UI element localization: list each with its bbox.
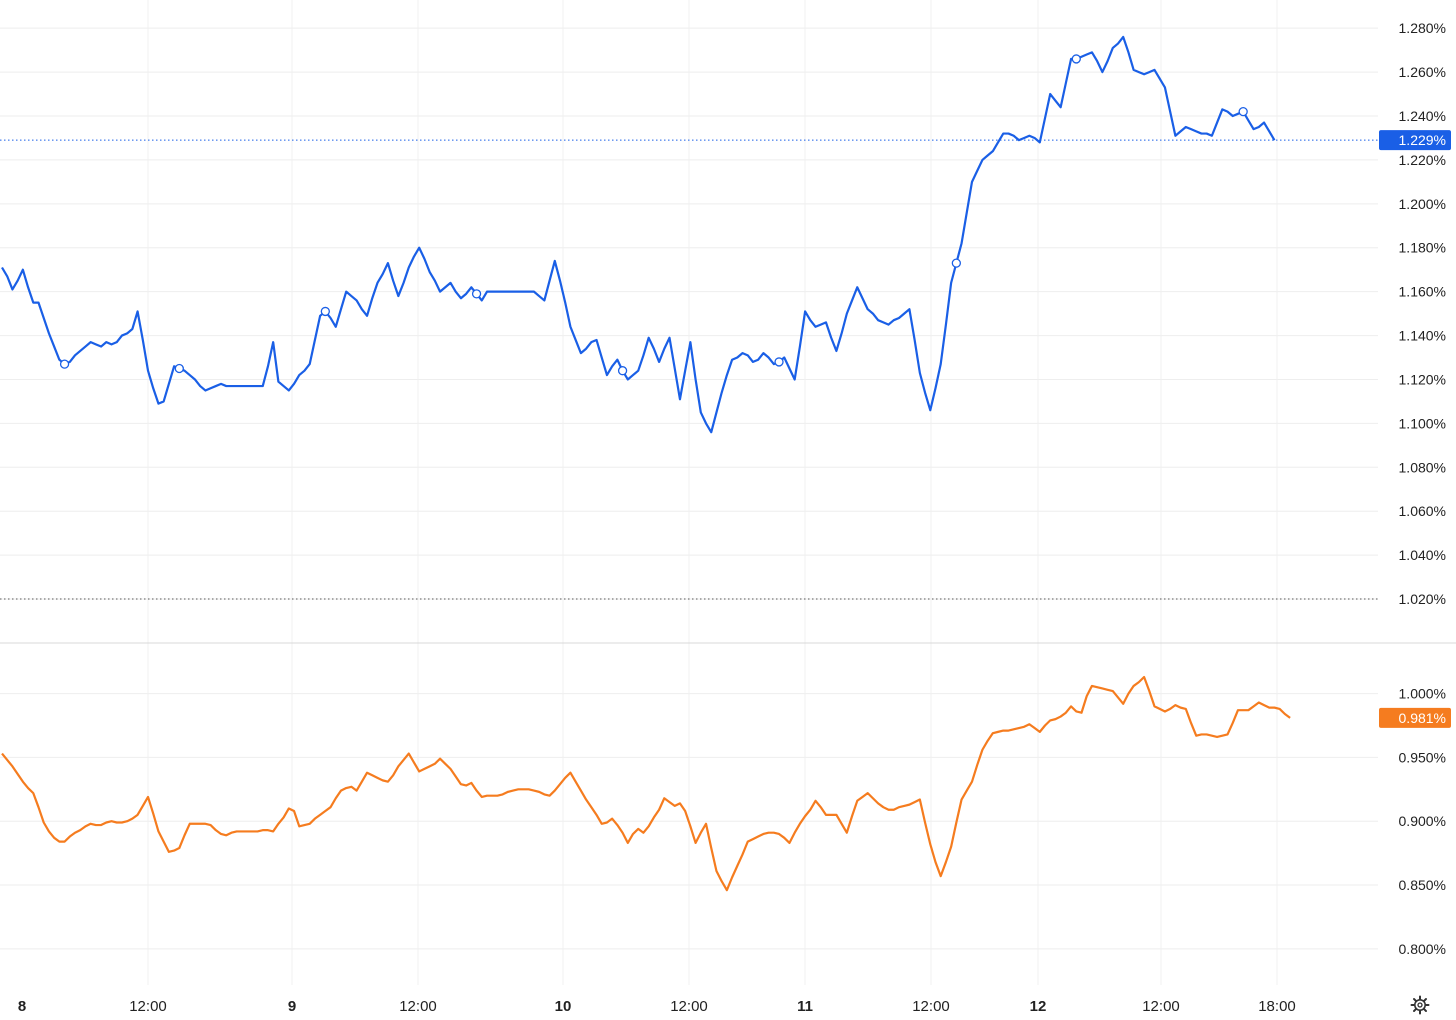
y-tick-label: 0.850% <box>1399 877 1446 893</box>
y-tick-label: 1.120% <box>1399 371 1446 387</box>
data-point-marker[interactable] <box>1238 106 1248 117</box>
x-tick-label: 18:00 <box>1258 998 1296 1015</box>
y-tick-label: 1.220% <box>1399 152 1446 168</box>
x-tick-label: 12:00 <box>912 998 950 1015</box>
x-tick-label: 12 <box>1030 998 1047 1015</box>
y-tick-labels: 1.280% 1.260% 1.240% 1.220% 1.200% 1.180% 1.16… <box>1399 20 1446 957</box>
yield-b-series-line <box>1 675 1291 892</box>
x-tick-label: 12:00 <box>1142 998 1180 1015</box>
y-tick-label: 0.800% <box>1399 941 1446 957</box>
y-tick-label: 1.040% <box>1399 547 1446 563</box>
x-tick-label: 8 <box>18 998 26 1015</box>
data-point-marker[interactable] <box>617 366 628 376</box>
y-tick-label: 1.160% <box>1399 284 1446 300</box>
y-tick-label: 1.060% <box>1399 503 1446 519</box>
data-point-marker[interactable] <box>774 357 784 367</box>
y-tick-label: 1.100% <box>1399 415 1446 431</box>
top-panel <box>1 35 1276 434</box>
y-tick-label: 1.260% <box>1399 64 1446 80</box>
data-point-marker[interactable] <box>320 306 330 317</box>
y-tick-label: 1.000% <box>1399 686 1446 702</box>
y-tick-label: 1.240% <box>1399 108 1446 124</box>
x-tick-label: 12:00 <box>670 998 708 1015</box>
data-point-marker[interactable] <box>471 289 482 299</box>
y-tick-label: 1.020% <box>1399 591 1446 607</box>
gear-icon[interactable] <box>1410 995 1430 1015</box>
y-tick-label: 1.140% <box>1399 328 1446 344</box>
x-tick-labels: 8 12:00 9 12:00 10 12:00 11 12:00 12 12:00 18:00 <box>18 998 1296 1015</box>
y-tick-label: 0.950% <box>1399 749 1446 765</box>
last-value-badge <box>1379 707 1451 728</box>
yield-a-series-line <box>1 35 1276 434</box>
last-value-label: 0.981% <box>1399 710 1446 726</box>
x-tick-label: 12:00 <box>129 998 167 1015</box>
data-point-marker[interactable] <box>59 359 70 369</box>
x-tick-label: 12:00 <box>399 998 437 1015</box>
y-tick-label: 1.180% <box>1399 240 1446 256</box>
data-point-marker[interactable] <box>1071 54 1081 64</box>
reference-lines <box>0 139 1378 600</box>
y-tick-label: 1.280% <box>1399 20 1446 36</box>
last-value-label: 1.229% <box>1399 132 1446 148</box>
x-tick-label: 9 <box>288 998 296 1015</box>
data-point-marker[interactable] <box>174 363 184 374</box>
y-tick-label: 0.900% <box>1399 813 1446 829</box>
y-tick-label: 1.080% <box>1399 459 1446 475</box>
y-tick-label: 1.200% <box>1399 196 1446 212</box>
last-value-badges: 1.229% 0.981% <box>1379 130 1451 728</box>
x-gridlines <box>147 0 1278 985</box>
data-point-marker[interactable] <box>951 258 961 268</box>
last-value-badge <box>1379 130 1451 151</box>
x-tick-label: 11 <box>797 998 813 1015</box>
bottom-panel <box>1 675 1291 892</box>
x-tick-label: 10 <box>555 998 572 1015</box>
